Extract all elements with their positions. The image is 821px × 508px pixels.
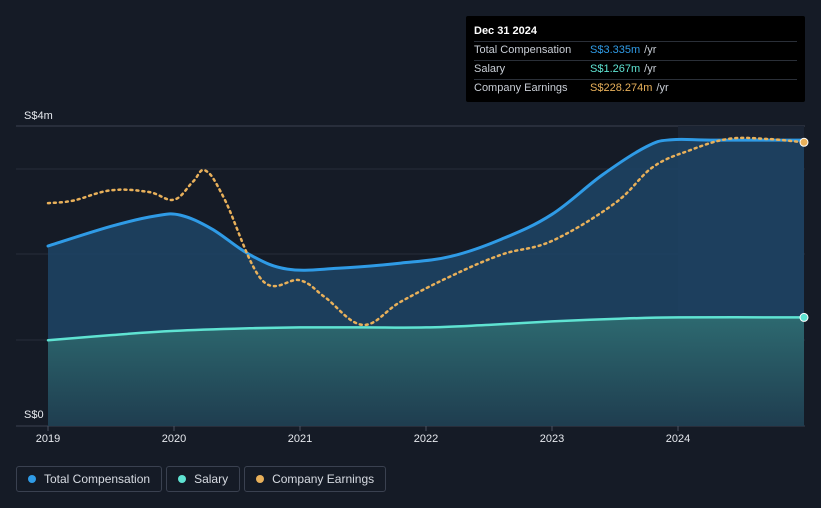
tooltip-label: Company Earnings: [474, 82, 568, 94]
company-earnings-line: [46, 136, 806, 327]
tooltip-row-company-earnings: Company Earnings S$228.274m /yr: [474, 79, 797, 98]
legend-item-company-earnings[interactable]: Company Earnings: [244, 466, 387, 492]
salary-area: [48, 317, 804, 426]
tooltip-row-total-compensation: Total Compensation S$3.335m /yr: [474, 41, 797, 60]
legend-item-salary[interactable]: Salary: [166, 466, 241, 492]
tooltip-unit: /yr: [644, 63, 657, 75]
x-tick-label: 2021: [288, 433, 312, 445]
tooltip: Dec 31 2024 Total Compensation S$3.335m …: [466, 16, 805, 102]
company-earnings-end-marker: [799, 137, 809, 147]
legend-dot-icon: [178, 475, 187, 483]
legend-dot-icon: [256, 475, 265, 483]
y-tick-label-top: S$4m: [24, 110, 53, 122]
x-tick-label: 2020: [162, 433, 186, 445]
total-compensation-line: [46, 137, 806, 272]
x-tick-label: 2023: [540, 433, 564, 445]
tooltip-value: S$1.267m: [590, 63, 641, 75]
tooltip-value: S$228.274m: [590, 82, 653, 94]
salary-end-marker: [799, 312, 809, 322]
tooltip-unit: /yr: [656, 82, 669, 94]
x-tick-label: 2022: [414, 433, 438, 445]
x-tick-label: 2024: [666, 433, 690, 445]
legend-label: Salary: [194, 472, 229, 486]
legend-dot-icon: [28, 475, 36, 483]
x-tick-label: 2019: [36, 433, 60, 445]
tooltip-row-salary: Salary S$1.267m /yr: [474, 60, 797, 79]
legend-label: Total Compensation: [44, 472, 151, 486]
y-tick-label-bottom: S$0: [24, 409, 44, 421]
legend-label: Company Earnings: [272, 472, 375, 486]
tooltip-label: Salary: [474, 63, 506, 75]
tooltip-label: Total Compensation: [474, 44, 572, 56]
legend: Total Compensation Salary Company Earnin…: [16, 466, 387, 492]
tooltip-value: S$3.335m: [590, 44, 641, 56]
tooltip-unit: /yr: [644, 44, 657, 56]
tooltip-date: Dec 31 2024: [474, 25, 537, 37]
legend-item-total-compensation[interactable]: Total Compensation: [16, 466, 163, 492]
salary-line: [46, 316, 806, 342]
